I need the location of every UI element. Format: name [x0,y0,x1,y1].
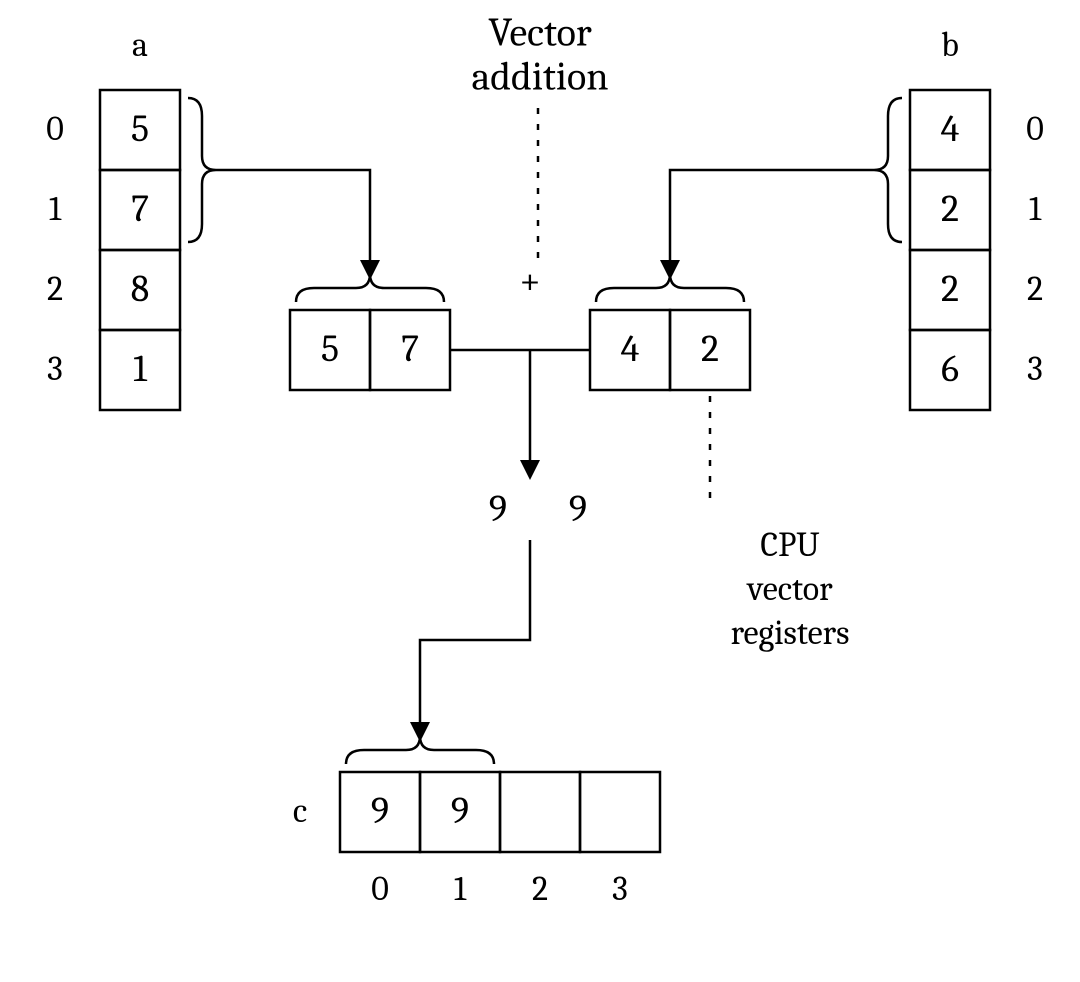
register-right-value: 2 [701,327,719,371]
array-a-index: 0 [46,109,64,149]
array-b-index: 2 [1027,269,1043,309]
diagram-title: Vector [488,9,592,55]
array-c-label: c [293,791,307,831]
register-right-value: 4 [621,327,640,371]
array-c-value: 9 [451,789,469,833]
plus-symbol: + [519,259,540,303]
array-b-value: 4 [941,107,960,151]
arrow-result-to-c [420,540,530,736]
array-a-label: a [132,25,148,65]
arrowhead [360,260,380,280]
register-left-value: 5 [321,327,339,371]
array-b-value: 2 [941,187,959,231]
brace [188,98,216,242]
result-value: 9 [489,487,507,531]
array-c-index: 3 [612,869,628,909]
array-b-value: 6 [941,347,959,391]
array-c-value: 9 [371,789,389,833]
register-caption: CPU [760,525,819,565]
array-a-index: 3 [47,349,63,389]
array-b-index: 3 [1027,349,1043,389]
arrowhead [660,260,680,280]
array-c-cell [500,772,580,852]
array-b-label: b [941,25,959,65]
array-b-value: 2 [941,267,959,311]
array-a-value: 7 [131,187,149,231]
arrow-b-to-reg [670,170,874,274]
register-left-value: 7 [401,327,419,371]
array-c-cell [580,772,660,852]
array-a-value: 5 [131,107,149,151]
array-c-index: 1 [454,869,467,909]
register-caption: registers [731,613,850,653]
array-b-index: 0 [1026,109,1044,149]
array-a-index: 2 [47,269,63,309]
arrowhead [520,460,540,480]
array-c-index: 0 [371,869,389,909]
array-a-value: 8 [131,267,149,311]
diagram-title: addition [471,53,608,99]
brace [874,98,902,242]
brace [346,736,494,764]
arrow-a-to-reg [216,170,370,274]
array-a-value: 1 [133,347,148,391]
register-caption: vector [745,569,833,609]
array-c-index: 2 [532,869,548,909]
array-a-index: 1 [49,189,62,229]
array-b-index: 1 [1029,189,1042,229]
result-value: 9 [569,487,587,531]
